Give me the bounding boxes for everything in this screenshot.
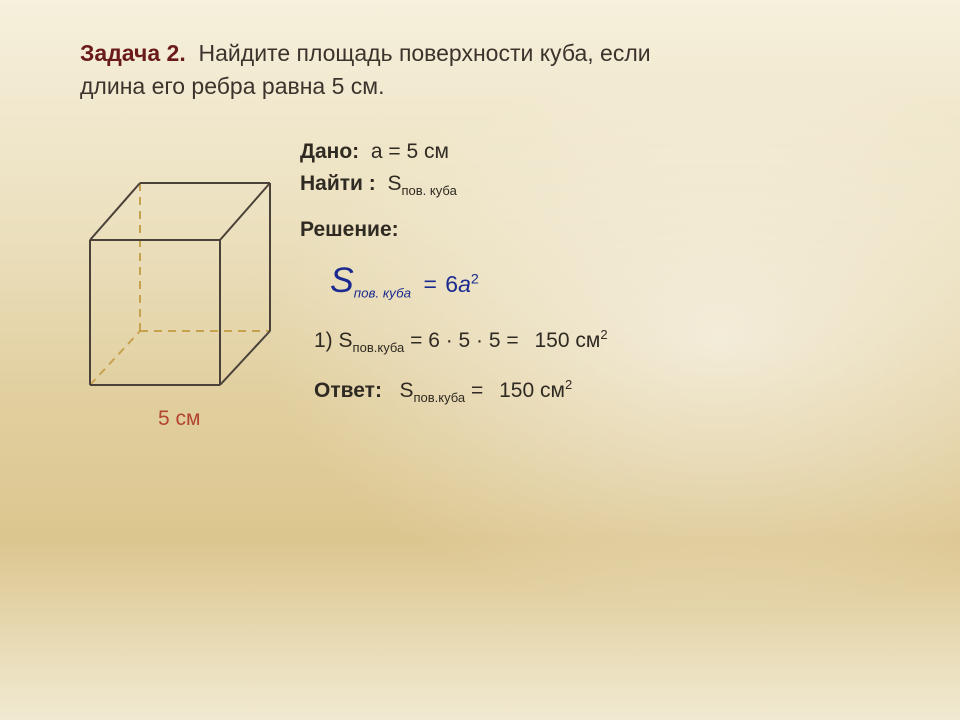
given-row: Дано: a = 5 см <box>300 140 920 164</box>
answer-sym: S <box>399 379 413 402</box>
slide-background: Задача 2. Найдите площадь поверхности ку… <box>0 0 960 720</box>
solution-block: Дано: a = 5 см Найти : Sпов. куба Решени… <box>300 140 920 414</box>
find-sym: S <box>387 172 401 195</box>
given-label: Дано: <box>300 140 359 163</box>
step-result: 150 см <box>535 329 601 352</box>
find-label: Найти : <box>300 172 376 195</box>
cube-solid-edges <box>90 183 270 385</box>
formula-sub: пов. куба <box>354 286 411 301</box>
answer-eq: = <box>465 379 489 402</box>
find-row: Найти : Sпов. куба <box>300 172 920 198</box>
answer-space <box>388 379 400 402</box>
step-sym: S <box>339 329 353 352</box>
step-expr: = 6 · 5 · 5 = <box>404 329 524 352</box>
cube-edge-label: 5 см <box>158 407 200 431</box>
formula-S: S <box>330 260 354 300</box>
formula-exp: 2 <box>471 272 479 288</box>
problem-title: Задача 2. Найдите площадь поверхности ку… <box>80 40 900 100</box>
step-1-row: 1) Sпов.куба = 6 · 5 · 5 = 150 см2 <box>314 327 920 355</box>
answer-label: Ответ: <box>314 379 382 402</box>
title-text-1: Найдите площадь поверхности куба, если <box>199 40 651 66</box>
formula-eq: = <box>417 271 443 297</box>
problem-number: Задача 2. <box>80 40 186 66</box>
formula-var: a <box>458 271 471 297</box>
step-sub: пов.куба <box>353 340 405 355</box>
formula-coeff: 6 <box>445 271 458 297</box>
title-text-2: длина его ребра равна 5 см. <box>80 73 900 100</box>
solution-label: Решение: <box>300 218 920 242</box>
answer-result: 150 см <box>499 379 565 402</box>
cube-figure: 5 см <box>80 155 290 425</box>
formula-row: Sпов. куба = 6a2 <box>330 260 920 301</box>
cube-svg <box>80 155 290 425</box>
find-sub: пов. куба <box>401 183 456 198</box>
given-value: a = 5 см <box>371 140 449 163</box>
answer-row: Ответ: Sпов.куба = 150 см2 <box>314 377 920 405</box>
step-index: 1) <box>314 329 333 352</box>
step-result-exp: 2 <box>600 327 607 342</box>
answer-result-exp: 2 <box>565 377 572 392</box>
answer-sub: пов.куба <box>413 391 465 406</box>
